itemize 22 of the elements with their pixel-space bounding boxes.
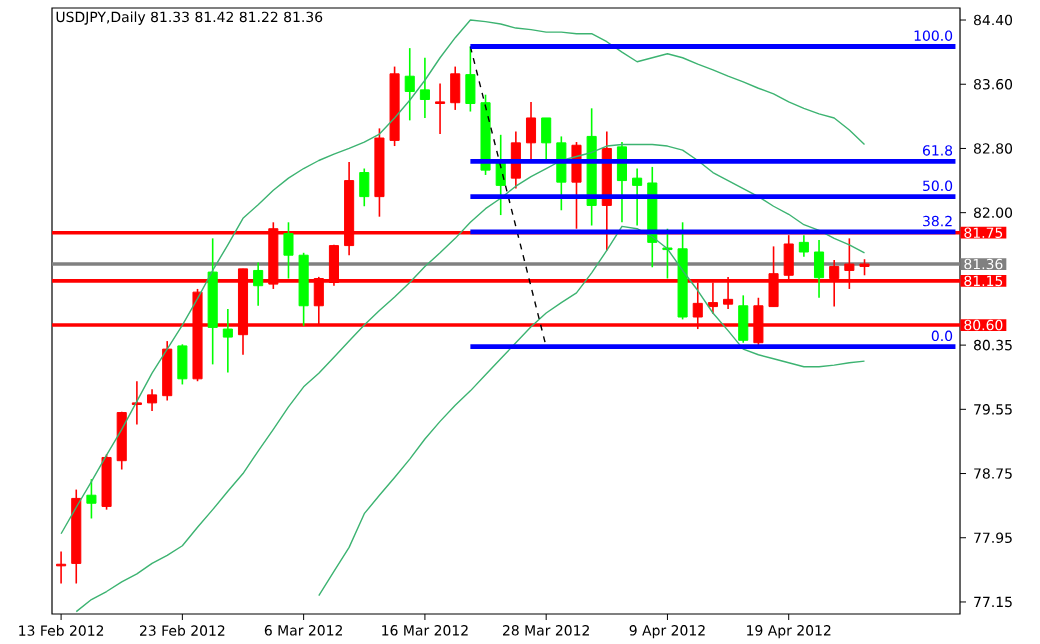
candlestick: [632, 167, 643, 226]
candlestick: [541, 116, 552, 163]
candlestick: [556, 135, 567, 211]
candlestick: [525, 100, 537, 161]
candlestick: [162, 339, 173, 401]
candlestick: [86, 477, 97, 519]
candlestick: [222, 307, 233, 373]
candlestick: [798, 233, 809, 258]
candlestick: [465, 45, 476, 112]
candlestick: [283, 221, 294, 279]
candlestick: [253, 261, 264, 307]
candlestick: [450, 65, 461, 111]
candlestick: [177, 343, 188, 385]
candlestick: [131, 379, 142, 425]
candlestick: [813, 238, 825, 299]
candlestick: [419, 56, 430, 119]
candlestick: [147, 387, 158, 412]
candlestick: [738, 294, 749, 344]
candlestick: [404, 46, 415, 121]
candlestick: [435, 82, 446, 135]
candlestick: [662, 227, 673, 279]
candlestick: [359, 167, 370, 207]
